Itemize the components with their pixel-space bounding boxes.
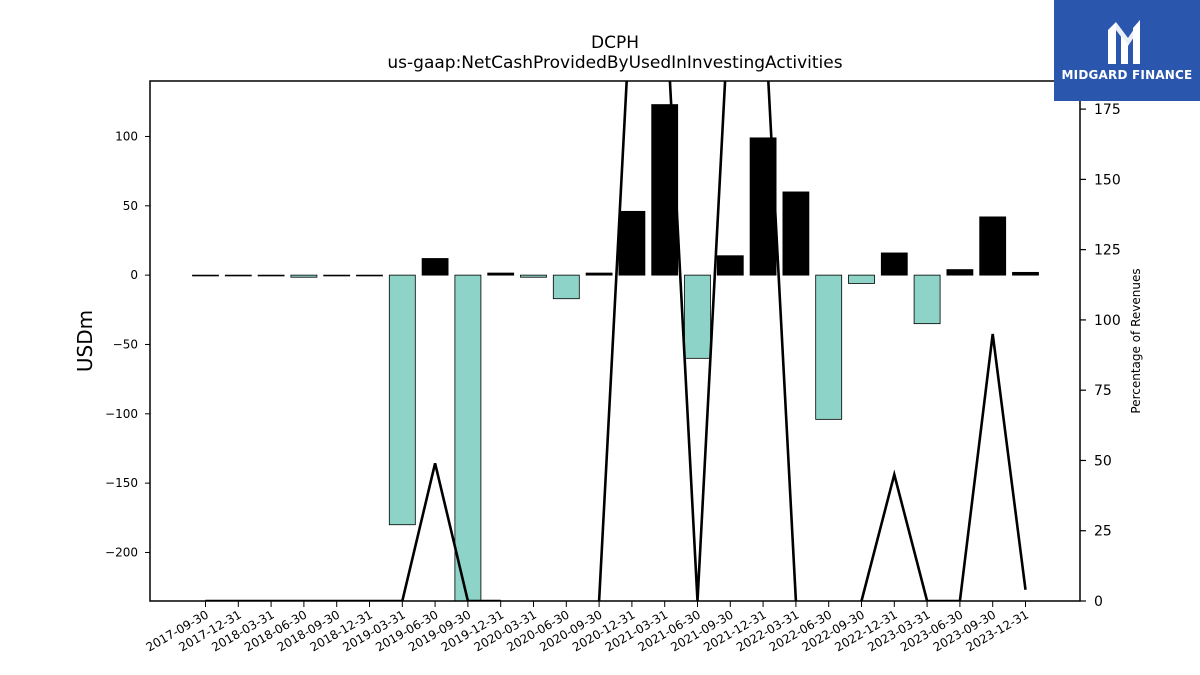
line-group [205, 81, 1027, 601]
bar-2022-09-30 [848, 274, 875, 284]
bar-2023-03-31 [913, 274, 941, 325]
bar-2020-09-30 [585, 272, 613, 276]
bar-2019-09-30 [454, 274, 482, 601]
bar-2018-03-31 [257, 274, 285, 277]
y-axis-label: USDm [73, 310, 97, 372]
midgard-logo-icon [1108, 20, 1140, 64]
y-tick-label: −150 [105, 476, 138, 490]
percentage-line-segment-2 [860, 333, 1027, 601]
logo-text: MIDGARD FINANCE [1061, 68, 1193, 82]
x-axis: 2017-09-302017-12-312018-03-312018-06-30… [144, 601, 1031, 654]
chart-title: DCPH [591, 33, 639, 53]
y2-tick-label: 150 [1094, 172, 1121, 188]
bar-2023-06-30 [946, 269, 974, 276]
y2-tick-label: 125 [1094, 243, 1121, 259]
bar-2018-12-31 [356, 274, 383, 277]
bar-2023-09-30 [979, 216, 1007, 276]
bar-2018-09-30 [323, 274, 351, 277]
y-tick-label: 0 [130, 268, 138, 282]
y2-tick-label: 25 [1094, 524, 1112, 540]
bar-2020-03-31 [520, 274, 547, 278]
chart-subtitle: us-gaap:NetCashProvidedByUsedInInvesting… [387, 53, 842, 73]
y2-axis: 0 25 50 75 100 125 150 175 [1080, 102, 1121, 610]
bar-2020-12-31 [618, 210, 646, 276]
bars-group [192, 104, 1039, 601]
bar-2022-12-31 [880, 252, 908, 276]
y2-axis-label: Percentage of Revenues [1129, 268, 1143, 413]
bar-2022-03-31 [782, 191, 810, 276]
bar-2019-03-31 [388, 274, 416, 526]
y2-tick-label: 50 [1094, 453, 1112, 469]
percentage-line-segment-0 [205, 462, 501, 601]
y-tick-label: 100 [115, 129, 138, 143]
bar-2017-09-30 [192, 274, 219, 277]
bar-2021-06-30 [684, 274, 711, 359]
y2-tick-label: 175 [1094, 102, 1121, 118]
bar-2020-06-30 [552, 274, 580, 300]
bar-2017-12-31 [224, 274, 252, 277]
y-axis: 100 50 0 −50 −100 −150 −200 [105, 129, 150, 559]
y-tick-label: −200 [105, 545, 138, 559]
bar-2019-06-30 [421, 258, 449, 276]
bar-2018-06-30 [290, 274, 318, 278]
bar-2023-12-31 [1012, 271, 1039, 276]
bar-2022-06-30 [815, 274, 843, 420]
y-tick-label: −100 [105, 407, 138, 421]
plot-frame [149, 80, 1081, 602]
y-tick-label: 50 [123, 199, 138, 213]
y2-tick-label: 100 [1094, 313, 1121, 329]
bar-2019-12-31 [487, 272, 515, 276]
brand-logo: MIDGARD FINANCE [1054, 0, 1200, 101]
y-tick-label: −50 [113, 337, 138, 351]
y2-tick-label: 75 [1094, 383, 1112, 399]
bar-2021-09-30 [716, 255, 744, 276]
y2-tick-label: 0 [1094, 594, 1103, 610]
